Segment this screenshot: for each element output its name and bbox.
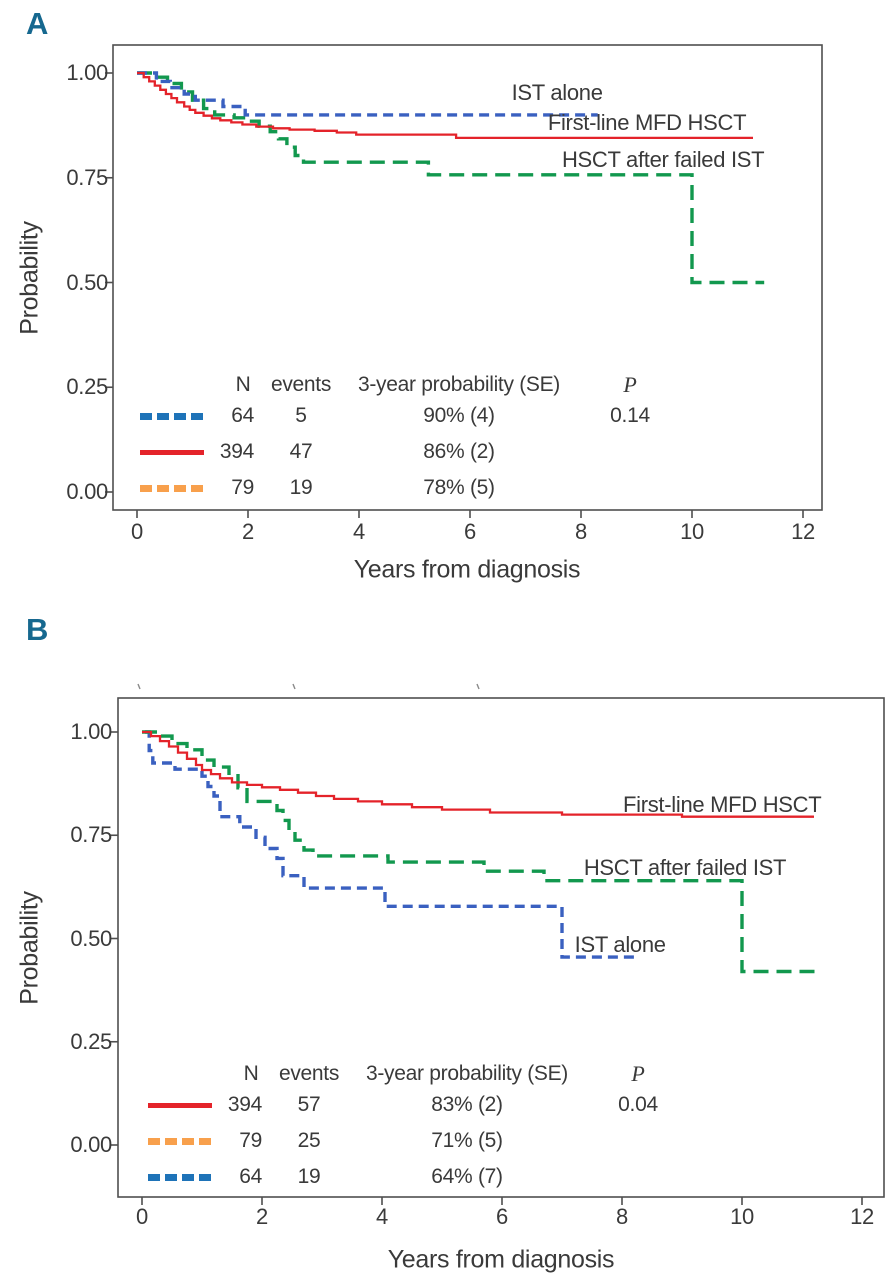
x-tick-label: 10 [730, 1204, 754, 1229]
curve-label-hsct-after-failed-ist: HSCT after failed IST [583, 854, 787, 880]
y-tick-label: 0.25 [70, 1028, 112, 1054]
legend-swatch-cell [134, 1123, 226, 1159]
x-tick-label: 12 [791, 519, 815, 544]
survival-curve-hsct-after-failed-ist [137, 71, 765, 285]
legend-n-value: 394 [227, 1093, 262, 1116]
plot-box [117, 697, 885, 1198]
first-line-mfd-hsct-swatch [148, 1102, 212, 1108]
panel-b-legend-table: N events 3-year probability (SE) P 394 5… [134, 1060, 684, 1195]
survival-curve-first-line-mfd-hsct [137, 71, 753, 140]
y-tick-label: 0.75 [66, 164, 108, 190]
x-tick-label: 8 [575, 519, 587, 544]
legend-probability-value: 83% (2) [431, 1093, 503, 1116]
y-tick-label: 0.75 [70, 822, 112, 848]
stray-mark [292, 683, 296, 690]
x-tick-label: 0 [131, 519, 143, 544]
survival-curve-first-line-mfd-hsct [142, 730, 814, 818]
legend-probability-value: 71% (5) [431, 1129, 503, 1152]
legend-probability-value: 78% (5) [423, 476, 495, 499]
ist-alone-swatch [148, 1173, 212, 1181]
x-tick-label: 0 [136, 1204, 148, 1229]
curve-label-ist-alone: IST alone [574, 932, 666, 958]
legend-p-value [592, 1159, 684, 1195]
hsct-after-failed-ist-swatch [148, 1137, 212, 1145]
x-tick-label: 4 [353, 519, 365, 544]
legend-p-value [584, 434, 676, 470]
plot-box [112, 44, 823, 511]
legend-swatch-cell [126, 434, 218, 470]
legend-events-value: 47 [289, 440, 313, 463]
y-tick-label: 1.00 [66, 60, 108, 85]
panel-a-plot [105, 44, 823, 518]
legend-header-n: N [243, 1061, 259, 1085]
panel-a-x-axis-title: Years from diagnosis [353, 555, 581, 584]
y-tick-label: 0.50 [70, 925, 112, 951]
legend-probability-value: 64% (7) [431, 1165, 503, 1188]
legend-header-events: events [270, 372, 332, 396]
legend-p-value [584, 470, 676, 506]
legend-swatch-cell [126, 398, 218, 434]
y-tick-label: 0.50 [66, 269, 108, 295]
survival-curve-hsct-after-failed-ist [142, 730, 820, 974]
y-tick-label: 0.25 [66, 374, 108, 400]
curve-label-first-line-mfd-hsct: First-line MFD HSCT [547, 109, 747, 135]
legend-header-probability: 3-year probability (SE) [357, 372, 560, 396]
panel-a-letter: A [26, 6, 49, 41]
panel-b-y-axis-title: Probability [15, 891, 44, 1005]
panel-b-letter: B [26, 612, 49, 647]
curve-label-ist-alone: IST alone [511, 80, 603, 106]
legend-n-value: 64 [239, 1165, 262, 1188]
legend-header-n: N [235, 372, 251, 396]
x-tick-label: 2 [256, 1204, 268, 1229]
y-tick-label: 1.00 [70, 719, 112, 744]
legend-swatch-cell [134, 1087, 226, 1123]
legend-events-value: 25 [297, 1129, 321, 1152]
x-tick-label: 8 [616, 1204, 628, 1229]
first-line-mfd-hsct-swatch [140, 449, 204, 455]
legend-n-value: 79 [239, 1129, 262, 1152]
survival-curve-ist-alone [137, 71, 598, 117]
legend-n-value: 64 [231, 404, 254, 427]
y-tick-label: 0.00 [66, 479, 108, 504]
legend-events-value: 57 [297, 1093, 321, 1116]
legend-probability-value: 86% (2) [423, 440, 495, 463]
stray-mark [476, 683, 480, 690]
stray-mark [137, 683, 141, 690]
ist-alone-swatch [140, 412, 204, 420]
x-tick-label: 4 [376, 1204, 388, 1229]
legend-n-value: 79 [231, 476, 254, 499]
legend-p-value: 0.04 [618, 1093, 658, 1116]
legend-p-value: 0.14 [610, 404, 650, 427]
x-tick-label: 6 [464, 519, 476, 544]
survival-curve-ist-alone [145, 730, 634, 959]
panel-b-x-axis-title: Years from diagnosis [387, 1245, 615, 1274]
legend-swatch-cell [126, 470, 218, 506]
x-tick-label: 6 [496, 1204, 508, 1229]
x-tick-label: 12 [850, 1204, 874, 1229]
y-tick-label: 0.00 [70, 1132, 112, 1157]
x-tick-label: 10 [680, 519, 704, 544]
legend-header-probability: 3-year probability (SE) [365, 1061, 568, 1085]
legend-header-events: events [278, 1061, 340, 1085]
legend-events-value: 19 [289, 476, 313, 499]
curve-label-hsct-after-failed-ist: HSCT after failed IST [561, 147, 765, 173]
curve-label-first-line-mfd-hsct: First-line MFD HSCT [622, 792, 822, 818]
hsct-after-failed-ist-swatch [140, 484, 204, 492]
legend-swatch-spacer [134, 1060, 226, 1087]
legend-header-p: P [623, 371, 637, 397]
legend-swatch-cell [134, 1159, 226, 1195]
panel-a-legend-table: N events 3-year probability (SE) P 64 5 … [126, 371, 676, 506]
legend-header-p: P [631, 1060, 645, 1086]
legend-events-value: 19 [297, 1165, 321, 1188]
panel-b-plot [110, 683, 885, 1205]
legend-p-value [592, 1123, 684, 1159]
legend-swatch-spacer [126, 371, 218, 398]
legend-events-value: 5 [295, 404, 307, 427]
legend-n-value: 394 [219, 440, 254, 463]
legend-probability-value: 90% (4) [423, 404, 495, 427]
x-tick-label: 2 [242, 519, 254, 544]
